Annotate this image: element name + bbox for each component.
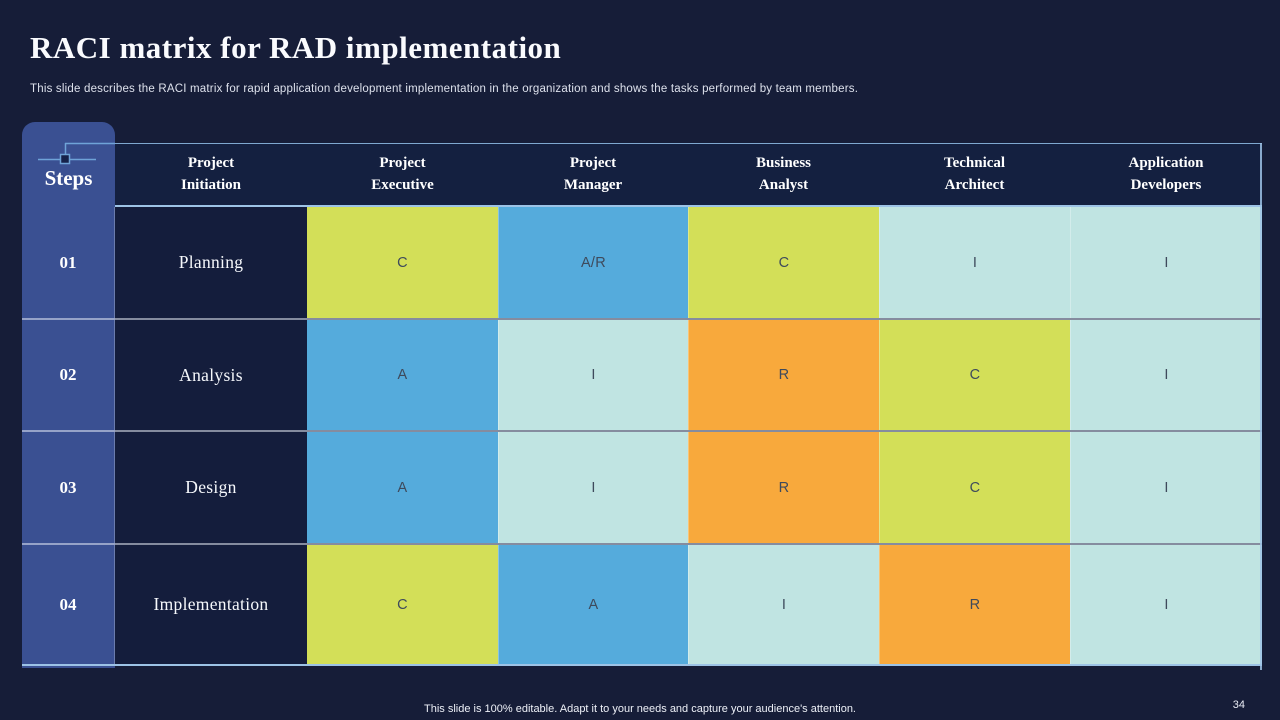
- table-row-design: 03 Design A I R C I: [22, 432, 1262, 545]
- table-right-border: [1260, 143, 1262, 670]
- column-header-project-initiation: Project Initiation: [180, 154, 241, 193]
- column-header-technical-architect: Technical Architect: [943, 154, 1006, 193]
- table-row-planning: 01 Planning C A/R C I I: [22, 207, 1262, 320]
- column-header-project-executive: Project Executive: [371, 154, 434, 193]
- raci-cell: A: [307, 320, 498, 430]
- raci-cell: I: [498, 432, 688, 543]
- page-title: RACI matrix for RAD implementation: [30, 30, 562, 65]
- raci-cell: C: [879, 432, 1070, 543]
- task-name: Design: [115, 432, 307, 543]
- raci-cell: I: [1070, 320, 1262, 430]
- step-number: 03: [22, 432, 115, 543]
- raci-cell: I: [688, 545, 879, 664]
- raci-cell: I: [879, 207, 1070, 318]
- table-row-implementation: 04 Implementation C A I R I: [22, 545, 1262, 666]
- page-number: 34: [1232, 699, 1245, 711]
- steps-column-header: Steps: [44, 166, 93, 190]
- raci-cell: I: [1070, 432, 1262, 543]
- raci-cell: A/R: [498, 207, 688, 318]
- raci-cell: I: [1070, 207, 1262, 318]
- task-name: Planning: [115, 207, 307, 318]
- raci-cell: R: [688, 432, 879, 543]
- table-body: 01 Planning C A/R C I I 02 Analysis A I …: [22, 207, 1262, 666]
- raci-cell: R: [688, 320, 879, 430]
- task-name: Implementation: [115, 545, 307, 664]
- step-number: 02: [22, 320, 115, 430]
- raci-matrix-table: Steps Project Initiation Project Executi…: [22, 122, 1262, 670]
- slide-subtitle: This slide describes the RACI matrix for…: [30, 83, 859, 95]
- raci-cell: C: [307, 207, 498, 318]
- task-name: Analysis: [115, 320, 307, 430]
- raci-cell: R: [879, 545, 1070, 664]
- connector-node-icon: [38, 142, 115, 165]
- raci-cell: C: [688, 207, 879, 318]
- table-row-analysis: 02 Analysis A I R C I: [22, 320, 1262, 432]
- step-number: 04: [22, 545, 115, 664]
- footer-note: This slide is 100% editable. Adapt it to…: [424, 703, 856, 715]
- raci-cell: A: [307, 432, 498, 543]
- raci-cell: C: [307, 545, 498, 664]
- table-header-row: Project Initiation Project Executive Pro…: [115, 143, 1262, 207]
- raci-cell: A: [498, 545, 688, 664]
- raci-cell: C: [879, 320, 1070, 430]
- column-header-project-manager: Project Manager: [563, 154, 623, 193]
- raci-cell: I: [498, 320, 688, 430]
- column-header-application-developers: Application Developers: [1128, 154, 1204, 193]
- step-number: 01: [22, 207, 115, 318]
- column-header-business-analyst: Business Analyst: [755, 154, 812, 193]
- steps-column-tab: Steps: [22, 122, 115, 668]
- raci-cell: I: [1070, 545, 1262, 664]
